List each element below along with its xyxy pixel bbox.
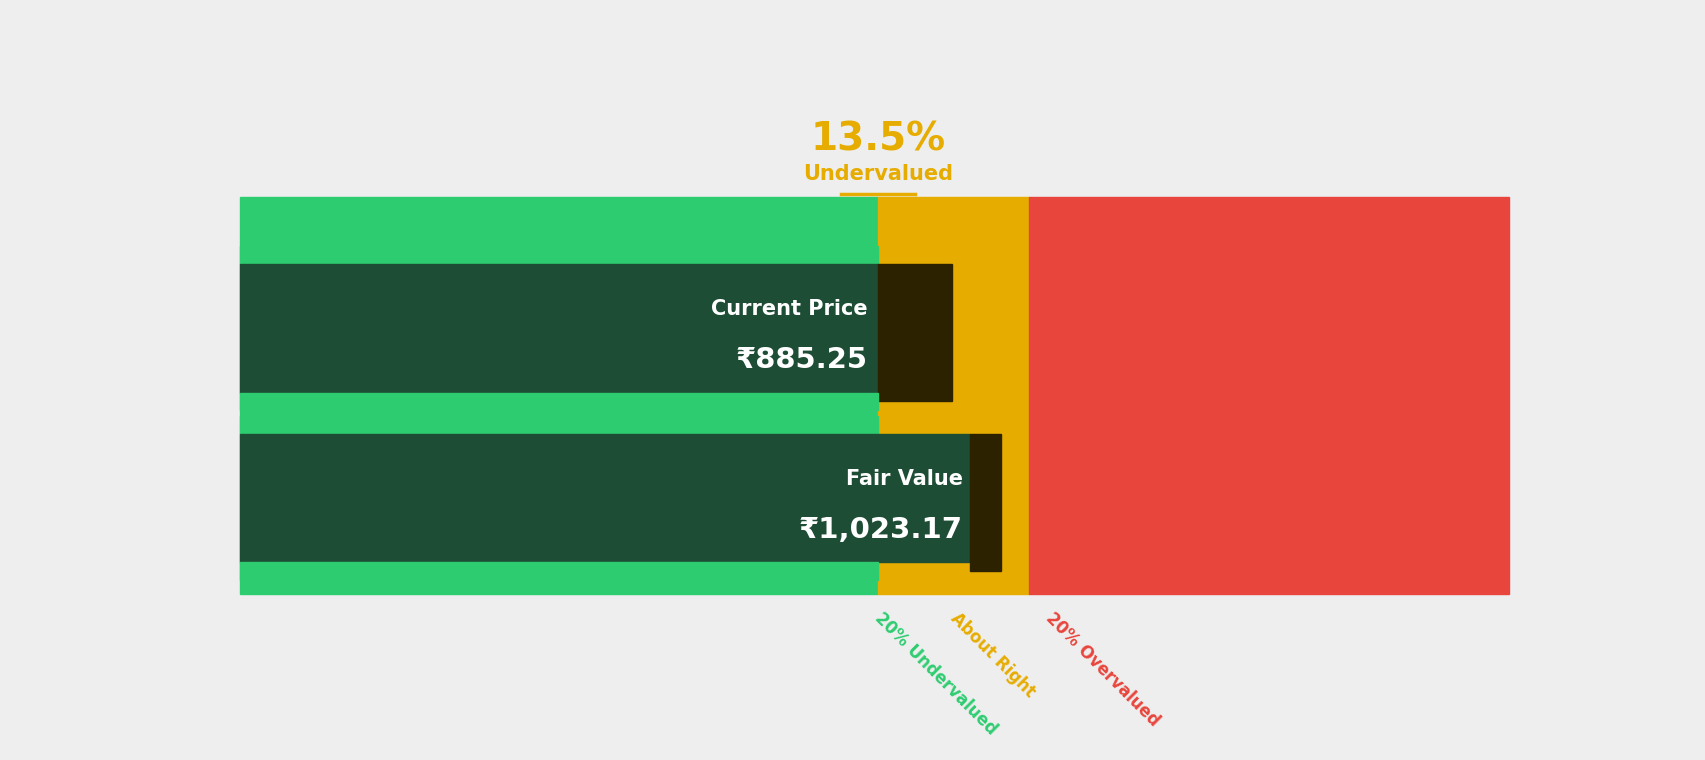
Bar bbox=[878, 433, 968, 562]
Bar bbox=[239, 416, 878, 433]
Bar bbox=[239, 197, 878, 594]
Text: 20% Undervalued: 20% Undervalued bbox=[871, 609, 1001, 739]
Bar bbox=[239, 264, 878, 393]
Bar bbox=[239, 433, 878, 562]
Bar bbox=[239, 246, 878, 264]
Bar bbox=[239, 562, 878, 580]
Bar bbox=[1028, 197, 1509, 594]
Text: Undervalued: Undervalued bbox=[803, 164, 953, 185]
Bar bbox=[878, 197, 1028, 594]
Text: 13.5%: 13.5% bbox=[810, 121, 945, 159]
Bar bbox=[878, 264, 951, 401]
Text: Current Price: Current Price bbox=[711, 299, 868, 319]
Bar bbox=[968, 433, 1001, 571]
Text: Fair Value: Fair Value bbox=[846, 469, 962, 489]
Text: ₹885.25: ₹885.25 bbox=[735, 347, 868, 375]
Text: About Right: About Right bbox=[946, 609, 1038, 701]
Bar bbox=[239, 393, 878, 410]
Text: ₹1,023.17: ₹1,023.17 bbox=[798, 516, 962, 544]
Text: 20% Overvalued: 20% Overvalued bbox=[1042, 609, 1163, 730]
